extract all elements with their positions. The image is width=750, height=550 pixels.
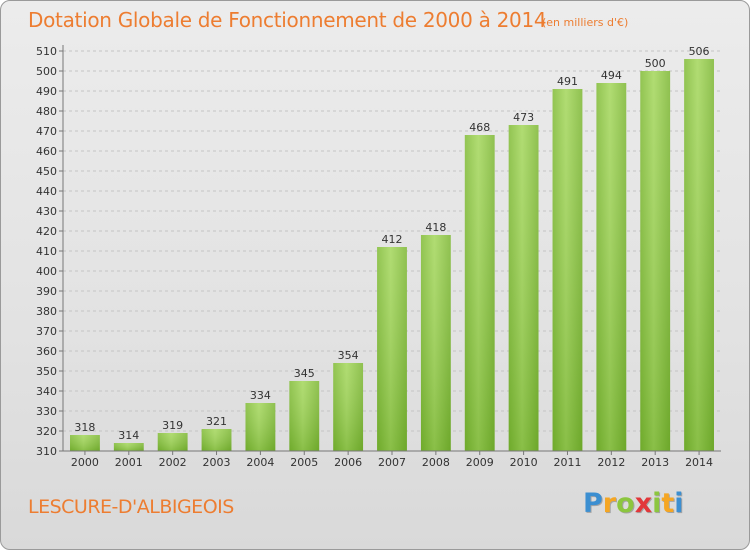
y-tick-label: 310 <box>36 445 57 458</box>
x-tick-label: 2005 <box>290 456 318 469</box>
y-tick-label: 350 <box>36 365 57 378</box>
proxiti-logo: Proxiti <box>583 488 684 519</box>
bar-shade <box>245 403 276 451</box>
bar-shade <box>157 433 188 451</box>
x-tick-label: 2007 <box>378 456 406 469</box>
data-label: 345 <box>294 367 315 380</box>
y-tick-label: 360 <box>36 345 57 358</box>
y-tick-label: 400 <box>36 265 57 278</box>
x-tick-label: 2011 <box>553 456 581 469</box>
bar-shade <box>684 59 714 451</box>
bar-shade <box>333 363 364 451</box>
data-label: 314 <box>118 429 139 442</box>
logo-letter: i <box>674 488 684 519</box>
data-label: 473 <box>513 111 534 124</box>
x-tick-label: 2008 <box>422 456 450 469</box>
logo-letter: i <box>652 488 662 519</box>
x-tick-label: 2001 <box>115 456 143 469</box>
x-tick-label: 2012 <box>597 456 625 469</box>
y-tick-label: 500 <box>36 65 57 78</box>
bar-shade <box>377 247 407 451</box>
data-label: 334 <box>250 389 271 402</box>
y-tick-label: 410 <box>36 245 57 258</box>
bar-shade <box>552 89 583 451</box>
y-tick-label: 450 <box>36 165 57 178</box>
y-tick-label: 480 <box>36 105 57 118</box>
bar-shade <box>289 381 320 451</box>
bar-shade <box>201 429 232 451</box>
data-label: 494 <box>601 69 622 82</box>
chart-unit: (en milliers d'€) <box>542 16 629 29</box>
x-tick-label: 2003 <box>203 456 231 469</box>
data-label: 354 <box>338 349 359 362</box>
bar-shade <box>464 135 495 451</box>
y-tick-label: 470 <box>36 125 57 138</box>
data-label: 506 <box>689 45 710 58</box>
bar-shade <box>420 235 451 451</box>
x-tick-label: 2010 <box>510 456 538 469</box>
y-tick-label: 340 <box>36 385 57 398</box>
axes <box>62 45 721 452</box>
logo-letter: P <box>583 488 603 519</box>
bars: 318 314 319 321 334 345 354 412 418 468 473 491 494 5… <box>70 45 714 451</box>
x-tick-label: 2009 <box>466 456 494 469</box>
y-tick-label: 490 <box>36 85 57 98</box>
y-tick-label: 420 <box>36 225 57 238</box>
logo-letter: t <box>661 488 675 519</box>
y-tick-label: 510 <box>36 45 57 58</box>
data-label: 418 <box>425 221 446 234</box>
y-tick-label: 330 <box>36 405 57 418</box>
y-tick-label: 430 <box>36 205 57 218</box>
y-tick-label: 460 <box>36 145 57 158</box>
bar-shade <box>70 435 100 451</box>
logo-letter: o <box>616 488 635 519</box>
x-tick-label: 2006 <box>334 456 362 469</box>
x-tick-label: 2004 <box>246 456 274 469</box>
logo-letter: r <box>602 488 617 519</box>
bar-shade <box>508 125 539 451</box>
logo-letter: x <box>634 488 653 519</box>
data-label: 491 <box>557 75 578 88</box>
x-tick-label: 2002 <box>159 456 187 469</box>
y-tick-label: 440 <box>36 185 57 198</box>
commune-name: LESCURE-D'ALBIGEOIS <box>28 496 234 518</box>
chart-title: Dotation Globale de Fonctionnement de 20… <box>28 8 547 32</box>
bar-shade <box>113 443 144 451</box>
x-tick-label: 2014 <box>685 456 713 469</box>
data-label: 412 <box>382 233 403 246</box>
data-label: 500 <box>645 57 666 70</box>
y-tick-label: 390 <box>36 285 57 298</box>
x-tick-label: 2013 <box>641 456 669 469</box>
data-label: 319 <box>162 419 183 432</box>
y-tick-label: 320 <box>36 425 57 438</box>
data-label: 318 <box>74 421 95 434</box>
x-tick-label: 2000 <box>71 456 99 469</box>
x-axis-ticks: 2000 2001 2002 2003 2004 2005 2006 2007 2008 2009… <box>71 451 713 469</box>
bar-shade <box>596 83 627 451</box>
data-label: 321 <box>206 415 227 428</box>
y-tick-label: 380 <box>36 305 57 318</box>
bar-shade <box>640 71 671 451</box>
data-label: 468 <box>469 121 490 134</box>
y-axis-ticks: 310 320 330 340 350 360 370 380 390 400 410 420 430 4… <box>36 45 63 458</box>
y-tick-label: 370 <box>36 325 57 338</box>
